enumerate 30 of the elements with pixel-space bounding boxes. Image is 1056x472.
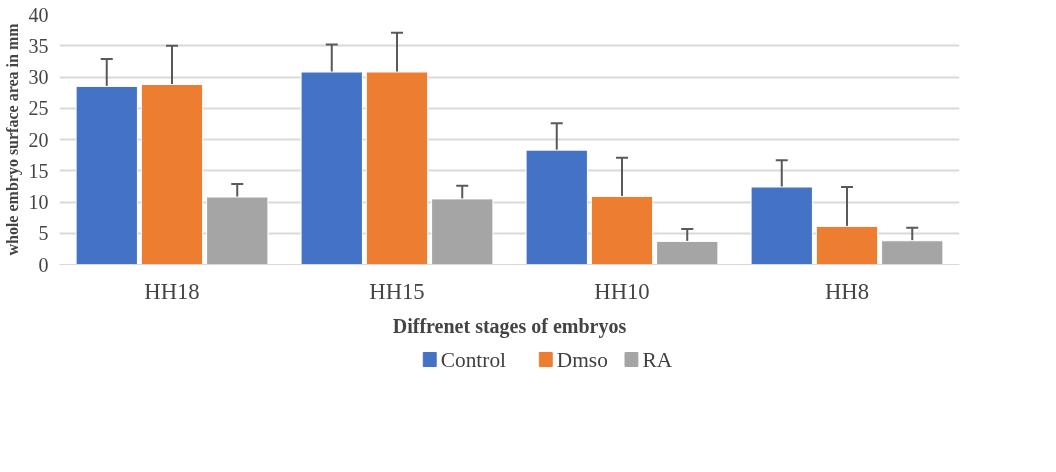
bar (365, 71, 429, 265)
bar (656, 240, 719, 265)
bar (431, 198, 494, 265)
bar (881, 240, 944, 265)
legend-label: Control (440, 347, 507, 372)
bar (140, 84, 204, 265)
y-tick-label: 20 (28, 128, 49, 151)
y-tick-label: 10 (28, 191, 49, 213)
x-tick-label: HH8 (824, 278, 870, 304)
y-tick-label: 40 (28, 3, 49, 26)
bar (750, 186, 813, 265)
legend-label: RA (642, 347, 673, 372)
y-tick-label: 5 (38, 222, 49, 245)
bar (300, 71, 363, 265)
y-tick-label: 35 (28, 34, 49, 57)
legend-label: Dmso (556, 347, 608, 372)
bar (206, 196, 269, 265)
y-tick-label: 25 (28, 97, 49, 120)
bar (590, 195, 654, 265)
bar (815, 225, 879, 265)
x-axis-title: Diffrenet stages of embryos (392, 314, 627, 338)
y-axis-title: whole embryo surface area in mm (3, 22, 22, 256)
bar (525, 149, 588, 265)
bar (75, 85, 138, 265)
y-tick-label: 0 (38, 253, 49, 276)
y-tick-label: 15 (28, 159, 49, 182)
x-tick-label: HH18 (144, 278, 200, 304)
x-tick-label: HH15 (369, 278, 425, 304)
y-tick-label: 30 (28, 66, 49, 88)
x-tick-label: HH10 (594, 278, 650, 304)
